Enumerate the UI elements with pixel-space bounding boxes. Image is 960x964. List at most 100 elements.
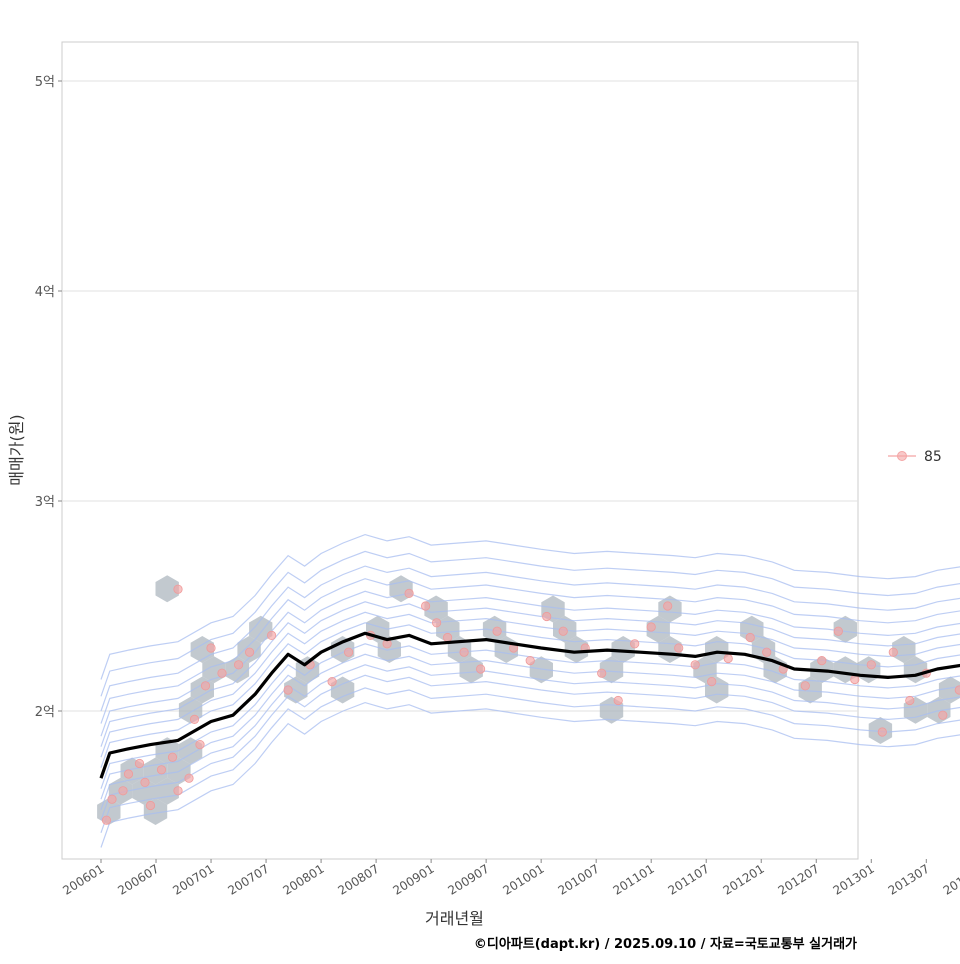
scatter-point (206, 643, 216, 653)
scatter-point (101, 815, 112, 825)
scatter-point (800, 681, 810, 691)
density-contour (100, 664, 960, 810)
y-tick-label: 3억 (35, 495, 55, 510)
x-tick-label: 200907 (445, 862, 491, 898)
hex-bin (833, 615, 857, 643)
scatter-point (888, 647, 898, 657)
scatter-point (184, 773, 194, 783)
scatter-point (200, 681, 211, 691)
hex-bin (611, 636, 635, 663)
scatter-point (343, 647, 354, 657)
scatter-point (630, 639, 640, 649)
scatter-point (118, 786, 128, 796)
scatter-point (283, 685, 293, 695)
scatter-point (542, 611, 552, 622)
hex-bin (857, 656, 881, 684)
scatter-point (475, 664, 486, 674)
scatter-point (745, 632, 755, 643)
scatter-point (189, 714, 200, 725)
scatter-point (905, 695, 915, 706)
density-contour (100, 565, 960, 712)
scatter-point (762, 647, 772, 657)
y-tick-label: 5억 (35, 75, 55, 90)
density-contour (100, 578, 960, 724)
scatter-point (404, 588, 414, 599)
scatter-point (217, 668, 227, 678)
x-tick-label: 200807 (335, 862, 381, 898)
density-contour (100, 687, 960, 833)
hex-bin (938, 676, 960, 704)
legend-point-swatch (897, 451, 907, 461)
scatter-point (173, 786, 183, 796)
legend-entry-label: 85 (924, 449, 942, 465)
x-axis-ticks: 200601 200607 200701 200707 200801 200807 2009… (60, 859, 960, 898)
density-contour (100, 533, 960, 680)
x-tick-label: 201007 (555, 862, 601, 898)
scatter-point (266, 630, 277, 641)
scatter-point (954, 685, 960, 695)
x-tick-label: 200901 (390, 862, 436, 898)
y-tick-label: 2억 (35, 705, 55, 720)
scatter-point (327, 676, 337, 687)
scatter-point (140, 777, 150, 788)
x-tick-label: 200601 (60, 862, 106, 898)
y-tick-label: 4억 (35, 285, 55, 300)
scatter-point (877, 727, 887, 737)
hex-bin (249, 615, 273, 643)
scatter-point (107, 794, 117, 804)
hex-bin (132, 777, 156, 805)
scatter-point (707, 676, 717, 687)
hex-bin (599, 656, 624, 684)
trend-line-layer (99, 631, 960, 779)
x-tick-label: 200607 (115, 862, 161, 898)
density-contour (100, 590, 960, 737)
x-tick-label: 201301 (831, 862, 877, 898)
density-contour (100, 701, 960, 848)
hex-bin (330, 676, 355, 704)
source-caption: ©디아파트(dapt.kr) / 2025.09.10 / 자료=국토교통부 실… (474, 936, 857, 952)
scatter-point (420, 601, 431, 611)
scatter-point (156, 765, 167, 775)
scatter-point (431, 618, 442, 628)
scatter-point (134, 758, 145, 769)
scatter-point (646, 622, 656, 632)
hex-bin (424, 595, 448, 623)
scatter-point (866, 660, 876, 670)
x-tick-label: 201107 (666, 862, 712, 898)
scatter-point (674, 643, 684, 653)
scatter-point (167, 752, 178, 762)
x-tick-label: 201207 (776, 862, 822, 898)
x-tick-label: 200801 (280, 862, 326, 898)
density-contour (100, 643, 960, 789)
density-contour (100, 601, 960, 747)
density-contour (100, 653, 960, 800)
scatter-points (101, 584, 960, 825)
scatter-point (613, 695, 623, 706)
density-contour (100, 674, 960, 821)
density-contour (100, 611, 960, 758)
hex-bin (564, 636, 589, 663)
scatter-point (234, 660, 244, 670)
scatter-point (833, 626, 843, 636)
scatter-point (195, 739, 205, 750)
x-tick-label: 201401 (941, 862, 960, 898)
x-tick-label: 201101 (611, 862, 657, 898)
scatter-point (123, 769, 134, 779)
hex-bin (892, 636, 916, 663)
x-axis-title: 거래년월 (425, 909, 484, 928)
scatter-point (723, 653, 733, 664)
scatter-point (492, 626, 502, 636)
y-axis-ticks: 2억 3억 4억 5억 (35, 75, 62, 720)
x-tick-label: 201001 (500, 862, 546, 898)
trend-line (99, 631, 960, 779)
scatter-point (663, 601, 673, 611)
scatter-point (459, 647, 469, 657)
legend: 85 (888, 449, 942, 465)
density-contours (100, 533, 960, 848)
density-contour (100, 622, 960, 768)
scatter-point (558, 626, 568, 636)
hex-bin (459, 656, 483, 684)
scatter-point (817, 655, 827, 666)
density-contour (100, 550, 960, 697)
